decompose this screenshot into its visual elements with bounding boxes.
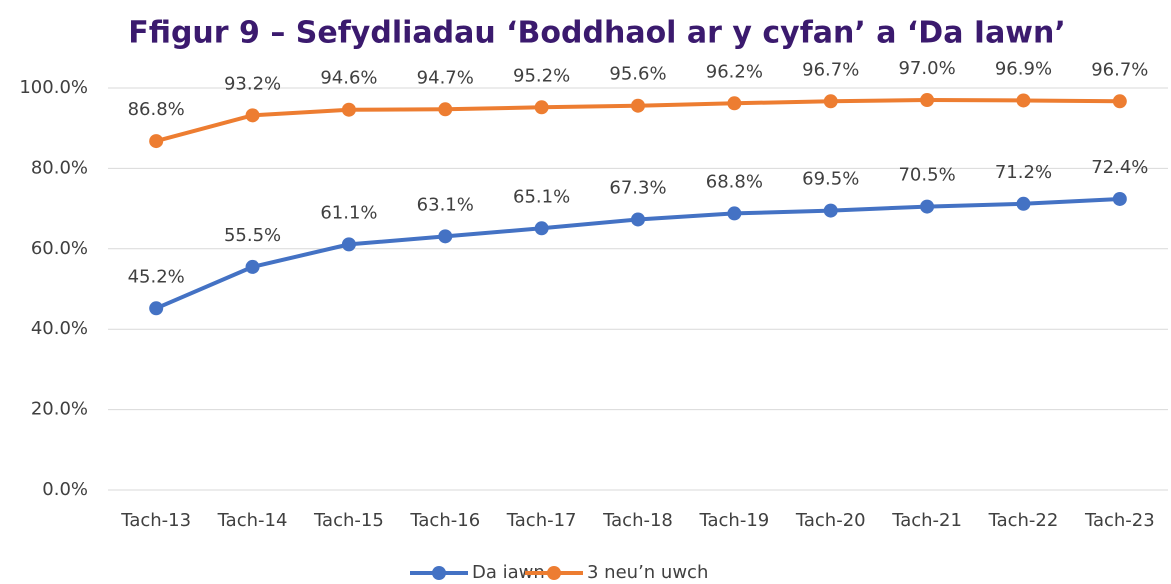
legend-marker xyxy=(547,566,561,580)
marker xyxy=(1016,93,1031,108)
x-tick-label: Tach-14 xyxy=(217,510,288,531)
x-tick-label: Tach-19 xyxy=(698,510,769,531)
marker xyxy=(245,108,260,123)
y-tick-label: 60.0% xyxy=(31,238,88,259)
data-label: 95.6% xyxy=(609,64,666,85)
data-label: 45.2% xyxy=(128,266,185,287)
data-label: 96.7% xyxy=(1091,59,1148,80)
data-label: 69.5% xyxy=(802,169,859,190)
marker xyxy=(149,134,164,149)
data-label: 96.9% xyxy=(995,58,1052,79)
marker xyxy=(1016,196,1031,211)
chart-title: Ffigur 9 – Sefydliadau ‘Boddhaol ar y cy… xyxy=(128,16,1066,51)
y-tick-label: 100.0% xyxy=(19,77,88,98)
legend-label: 3 neu’n uwch xyxy=(587,562,708,583)
x-tick-label: Tach-22 xyxy=(988,510,1059,531)
data-label: 61.1% xyxy=(320,202,377,223)
legend-label: Da iawn xyxy=(472,562,545,583)
marker xyxy=(823,94,838,109)
data-label: 63.1% xyxy=(417,194,474,215)
marker xyxy=(341,102,356,117)
legend-marker xyxy=(432,566,446,580)
marker xyxy=(823,203,838,218)
x-tick-label: Tach-13 xyxy=(120,510,191,531)
x-tick-label: Tach-18 xyxy=(602,510,673,531)
data-label: 96.7% xyxy=(802,59,859,80)
data-label: 93.2% xyxy=(224,73,281,94)
data-label: 55.5% xyxy=(224,225,281,246)
marker xyxy=(727,206,742,221)
data-label: 94.6% xyxy=(320,68,377,89)
marker xyxy=(920,199,935,214)
marker xyxy=(1112,191,1127,206)
data-label: 65.1% xyxy=(513,186,570,207)
marker xyxy=(149,301,164,316)
marker xyxy=(631,212,645,227)
x-tick-label: Tach-23 xyxy=(1084,510,1155,531)
data-label: 71.2% xyxy=(995,162,1052,183)
data-label: 86.8% xyxy=(128,99,185,120)
data-label: 95.2% xyxy=(513,65,570,86)
x-tick-label: Tach-20 xyxy=(795,510,866,531)
marker xyxy=(1112,94,1127,109)
data-label: 72.4% xyxy=(1091,157,1148,178)
x-tick-label: Tach-15 xyxy=(313,510,384,531)
y-tick-label: 80.0% xyxy=(31,157,88,178)
marker xyxy=(920,93,935,108)
y-tick-label: 0.0% xyxy=(42,479,88,500)
marker xyxy=(631,98,645,113)
marker xyxy=(341,237,356,252)
marker xyxy=(438,102,453,117)
marker xyxy=(245,259,260,274)
data-label: 96.2% xyxy=(706,61,763,82)
marker xyxy=(534,221,549,236)
marker xyxy=(438,229,453,244)
data-label: 68.8% xyxy=(706,171,763,192)
data-label: 97.0% xyxy=(898,58,955,79)
y-tick-label: 40.0% xyxy=(31,318,88,339)
data-label: 67.3% xyxy=(609,177,666,198)
marker xyxy=(727,96,742,111)
x-tick-label: Tach-17 xyxy=(506,510,577,531)
y-tick-label: 20.0% xyxy=(31,399,88,420)
data-label: 94.7% xyxy=(417,67,474,88)
x-tick-label: Tach-16 xyxy=(409,510,480,531)
x-tick-label: Tach-21 xyxy=(891,510,962,531)
data-label: 70.5% xyxy=(898,165,955,186)
marker xyxy=(534,100,549,115)
